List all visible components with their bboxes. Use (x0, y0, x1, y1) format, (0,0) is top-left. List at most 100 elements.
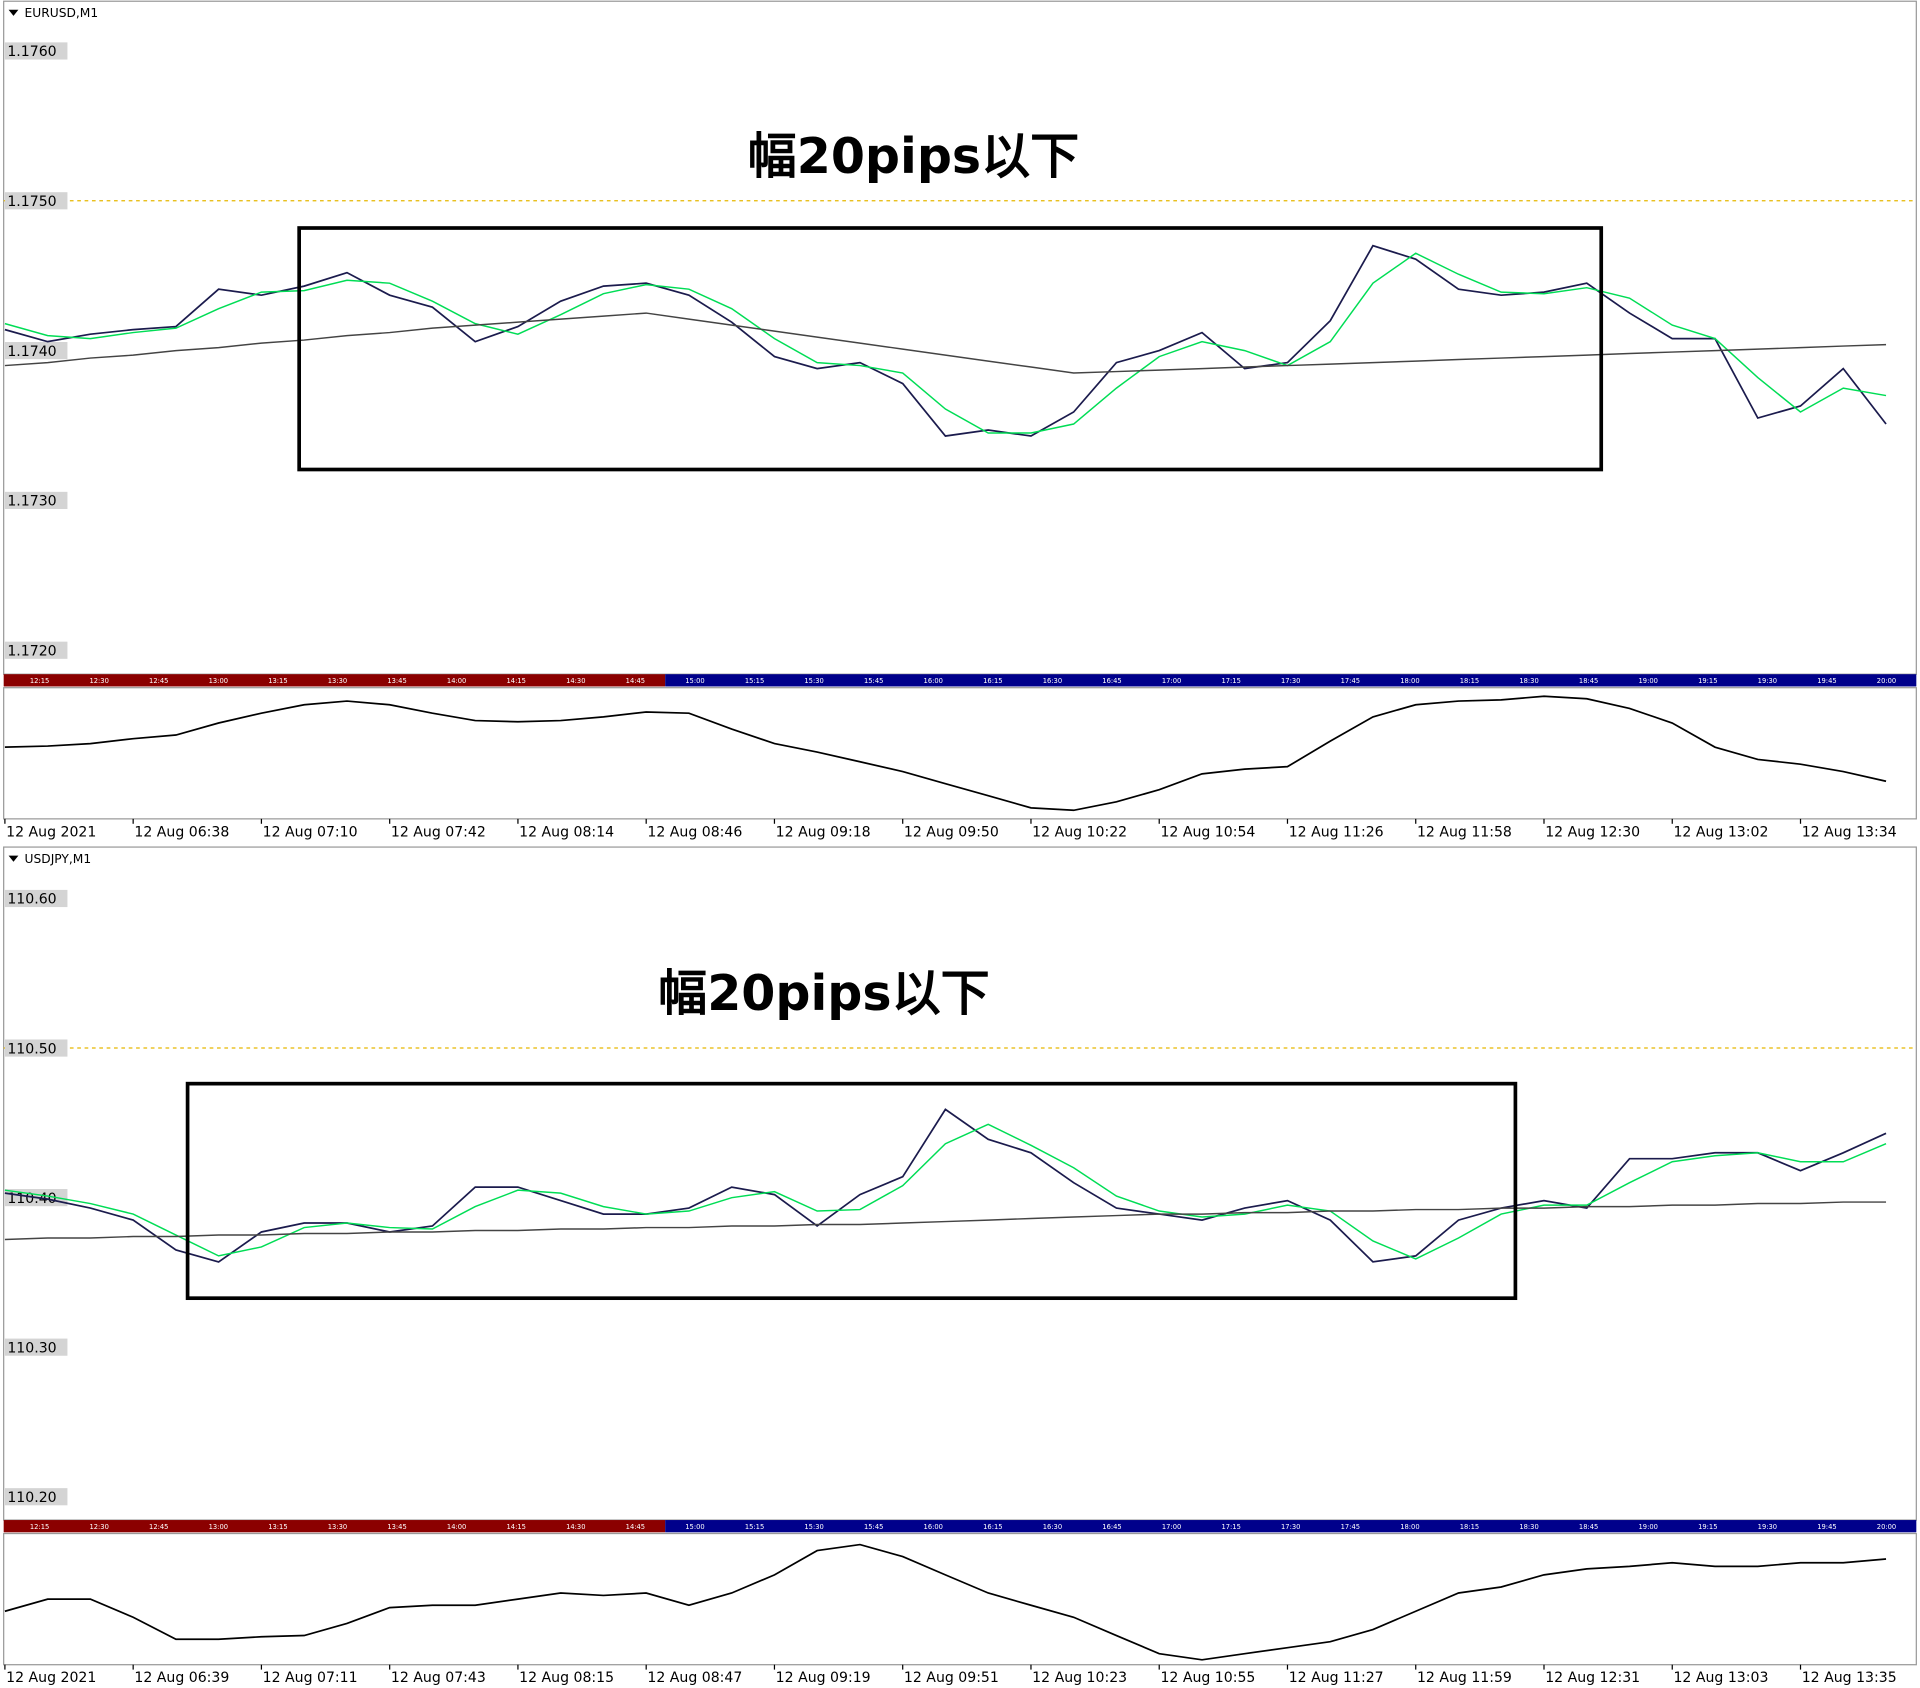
session-label: 13:00 (209, 677, 228, 685)
session-label: 15:45 (864, 677, 883, 685)
session-label: 14:15 (507, 677, 526, 685)
x-tick-label: 12 Aug 2021 (6, 1670, 96, 1686)
indicator-line (4, 1543, 1887, 1661)
session-label: 19:45 (1817, 677, 1836, 685)
y-tick-label: 110.50 (7, 1041, 56, 1057)
session-label: 17:30 (1281, 677, 1300, 685)
y-tick-label: 110.30 (7, 1340, 56, 1356)
session-label: 12:15 (30, 677, 49, 685)
session-label: 18:00 (1400, 677, 1419, 685)
session-label: 14:00 (447, 1523, 466, 1531)
y-tick-box (4, 1338, 68, 1356)
range-box (297, 226, 1604, 472)
chart-panel: 110.60110.50110.40110.30110.20USDJPY,M1幅… (3, 846, 1917, 1686)
y-tick-label: 1.1720 (7, 643, 56, 659)
session-label: 18:15 (1460, 1523, 1479, 1531)
x-tick-label: 12 Aug 07:42 (391, 824, 486, 840)
session-label: 18:45 (1579, 677, 1598, 685)
title-arrow (8, 9, 19, 16)
session-label: 14:00 (447, 677, 466, 685)
session-label: 19:15 (1698, 1523, 1717, 1531)
session-label: 12:15 (30, 1523, 49, 1531)
chart-panel: 1.1760 1.1750 1.1740 1.1730 1.1720 EURUSD,M1 幅… (3, 0, 1917, 840)
session-label: 19:00 (1639, 1523, 1658, 1531)
session-label: 13:15 (268, 677, 287, 685)
session-band (3, 674, 666, 687)
x-tick-label: 12 Aug 10:55 (1160, 1670, 1255, 1686)
session-label: 20:00 (1877, 677, 1896, 685)
session-label: 19:00 (1639, 677, 1658, 685)
main-frame (3, 846, 1917, 1521)
x-tick-label: 12 Aug 07:11 (263, 1670, 358, 1686)
x-tick-label: 12 Aug 06:38 (134, 824, 229, 840)
session-label: 16:15 (983, 1523, 1002, 1531)
session-label: 16:00 (924, 1523, 943, 1531)
x-tick-label: 12 Aug 09:19 (776, 1670, 871, 1686)
session-label: 14:30 (566, 677, 585, 685)
session-label: 16:45 (1102, 1523, 1121, 1531)
x-tick-label: 12 Aug 11:59 (1417, 1670, 1512, 1686)
indicator-line (4, 695, 1887, 812)
session-label: 14:30 (566, 1523, 585, 1531)
y-tick-label: 110.20 (7, 1490, 56, 1506)
session-label: 15:45 (864, 1523, 883, 1531)
session-label: 15:15 (745, 677, 764, 685)
session-label: 15:30 (804, 1523, 823, 1531)
x-tick-label: 12 Aug 08:14 (519, 824, 614, 840)
price-line (4, 312, 1887, 374)
x-tick-label: 12 Aug 09:51 (904, 1670, 999, 1686)
x-tick-label: 12 Aug 09:50 (904, 824, 999, 840)
y-tick-label: 1.1760 (7, 44, 56, 60)
session-label: 16:45 (1102, 677, 1121, 685)
x-tick-label: 12 Aug 11:58 (1417, 824, 1512, 840)
session-label: 13:45 (387, 1523, 406, 1531)
price-line (4, 252, 1887, 434)
indicator-frame (3, 687, 1917, 820)
y-tick-label: 1.1730 (7, 494, 56, 510)
y-tick-box (4, 889, 68, 908)
session-label: 18:30 (1519, 677, 1538, 685)
session-label: 13:30 (328, 1523, 347, 1531)
session-label: 15:00 (685, 1523, 704, 1531)
session-label: 13:15 (268, 1523, 287, 1531)
x-tick-label: 12 Aug 11:27 (1289, 1670, 1384, 1686)
session-label: 18:30 (1519, 1523, 1538, 1531)
annotation: 幅20pips以下 (748, 127, 1079, 185)
session-label: 12:30 (89, 1523, 108, 1531)
range-box (185, 1081, 1518, 1301)
session-label: 17:00 (1162, 1523, 1181, 1531)
x-tick-label: 12 Aug 10:54 (1160, 824, 1255, 840)
session-label: 16:00 (924, 677, 943, 685)
session-label: 16:15 (983, 677, 1002, 685)
indicator-frame (3, 1532, 1917, 1666)
price-line (4, 244, 1887, 437)
session-label: 19:45 (1817, 1523, 1836, 1531)
session-label: 12:30 (89, 677, 108, 685)
x-tick-label: 12 Aug 08:15 (519, 1670, 614, 1686)
main-frame (3, 0, 1917, 675)
x-tick-label: 12 Aug 12:30 (1545, 824, 1640, 840)
session-label: 13:30 (328, 677, 347, 685)
session-label: 14:45 (626, 1523, 645, 1531)
session-label: 17:15 (1221, 677, 1240, 685)
session-band (665, 674, 1917, 687)
chart-title: USDJPY,M1 (25, 852, 92, 866)
x-tick-label: 12 Aug 13:03 (1673, 1670, 1768, 1686)
x-tick-label: 12 Aug 11:26 (1289, 824, 1384, 840)
y-tick-box (4, 641, 68, 659)
session-label: 18:45 (1579, 1523, 1598, 1531)
session-label: 20:00 (1877, 1523, 1896, 1531)
session-label: 17:45 (1341, 677, 1360, 685)
session-label: 18:00 (1400, 1523, 1419, 1531)
x-tick-label: 12 Aug 10:22 (1032, 824, 1127, 840)
session-label: 19:30 (1758, 677, 1777, 685)
session-label: 19:15 (1698, 677, 1717, 685)
price-line (4, 1123, 1887, 1260)
x-tick-label: 12 Aug 06:39 (134, 1670, 229, 1686)
y-tick-box (4, 1488, 68, 1506)
session-label: 14:15 (507, 1523, 526, 1531)
y-tick-box (4, 342, 68, 360)
session-label: 15:15 (745, 1523, 764, 1531)
x-tick-label: 12 Aug 10:23 (1032, 1670, 1127, 1686)
